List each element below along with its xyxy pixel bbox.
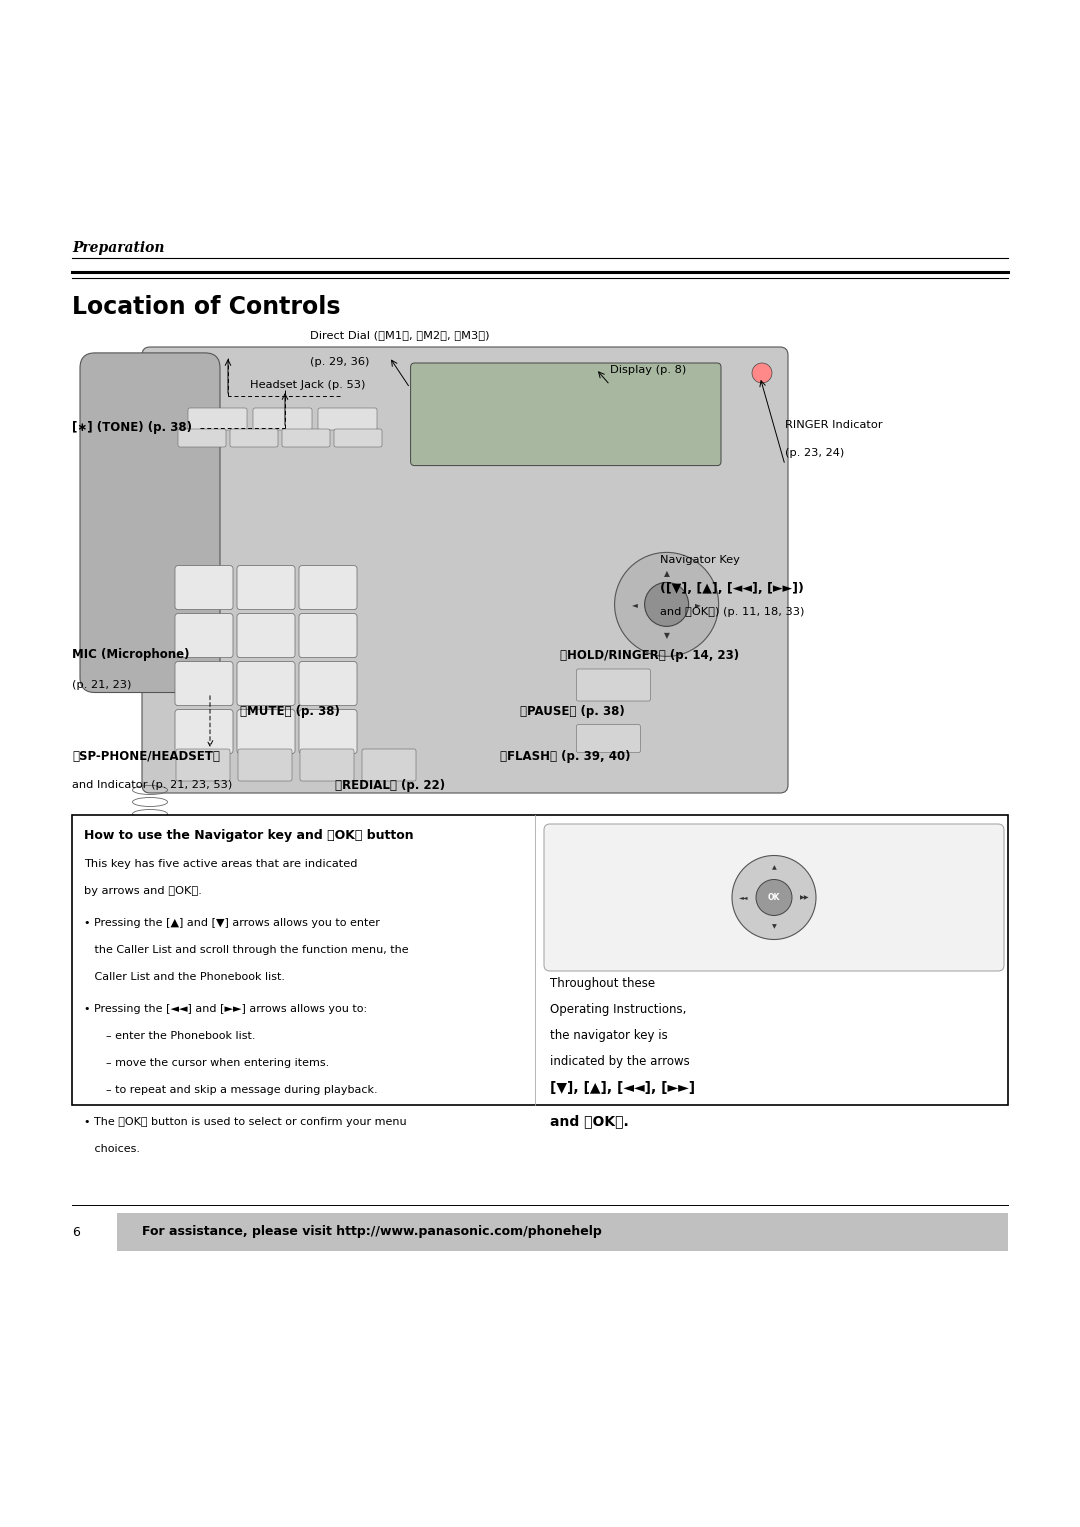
FancyBboxPatch shape (282, 429, 330, 447)
Text: [∗] (TONE) (p. 38): [∗] (TONE) (p. 38) (72, 421, 192, 435)
Text: 【MUTE】 (p. 38): 【MUTE】 (p. 38) (240, 705, 340, 719)
Text: Location of Controls: Location of Controls (72, 295, 340, 319)
Text: 【REDIAL】 (p. 22): 【REDIAL】 (p. 22) (335, 779, 445, 793)
Circle shape (752, 363, 772, 383)
Text: the navigator key is: the navigator key is (550, 1029, 667, 1041)
Text: (p. 23, 24): (p. 23, 24) (785, 447, 845, 458)
Text: and 【OK】.: and 【OK】. (550, 1115, 629, 1128)
Text: 【PAUSE】 (p. 38): 【PAUSE】 (p. 38) (519, 705, 624, 719)
Text: ([▼], [▲], [◄◄], [►►]): ([▼], [▲], [◄◄], [►►]) (660, 582, 804, 596)
Text: by arrows and 【OK】.: by arrows and 【OK】. (84, 886, 202, 896)
Text: ◄◄: ◄◄ (739, 895, 748, 899)
Text: ▼: ▼ (771, 924, 777, 930)
FancyBboxPatch shape (299, 710, 357, 754)
FancyBboxPatch shape (577, 725, 640, 753)
Text: (p. 21, 23): (p. 21, 23) (72, 680, 132, 690)
Text: Operating Instructions,: Operating Instructions, (550, 1003, 687, 1015)
Text: – enter the Phonebook list.: – enter the Phonebook list. (99, 1031, 256, 1041)
Text: Display (p. 8): Display (p. 8) (610, 365, 686, 376)
FancyBboxPatch shape (237, 565, 295, 609)
Text: ◄: ◄ (633, 600, 638, 609)
Text: 6: 6 (72, 1226, 80, 1238)
Text: 【HOLD/RINGER】 (p. 14, 23): 【HOLD/RINGER】 (p. 14, 23) (561, 649, 739, 661)
Text: Direct Dial (【M1】, 【M2】, 【M3】): Direct Dial (【M1】, 【M2】, 【M3】) (310, 330, 489, 341)
Text: Preparation: Preparation (72, 241, 164, 255)
Text: RINGER Indicator: RINGER Indicator (785, 420, 882, 431)
Text: and 【OK】) (p. 11, 18, 33): and 【OK】) (p. 11, 18, 33) (660, 608, 805, 617)
FancyBboxPatch shape (299, 565, 357, 609)
Text: ▲: ▲ (771, 866, 777, 870)
FancyBboxPatch shape (175, 710, 233, 754)
Text: OK: OK (768, 893, 780, 902)
FancyBboxPatch shape (237, 661, 295, 705)
Text: [▼], [▲], [◄◄], [►►]: [▼], [▲], [◄◄], [►►] (550, 1081, 696, 1095)
Text: How to use the Navigator key and 【OK】 button: How to use the Navigator key and 【OK】 bu… (84, 829, 414, 841)
FancyBboxPatch shape (318, 408, 377, 431)
FancyBboxPatch shape (410, 363, 721, 466)
Text: ▲: ▲ (664, 568, 670, 577)
FancyBboxPatch shape (178, 429, 226, 447)
FancyBboxPatch shape (175, 565, 233, 609)
FancyBboxPatch shape (577, 669, 650, 701)
Text: 【SP-PHONE/HEADSET】: 【SP-PHONE/HEADSET】 (72, 750, 220, 764)
Text: MIC (Microphone): MIC (Microphone) (72, 647, 189, 661)
Text: ►: ► (694, 600, 701, 609)
Bar (117, 1212, 1008, 1251)
FancyBboxPatch shape (299, 661, 357, 705)
Circle shape (756, 880, 792, 916)
FancyBboxPatch shape (299, 614, 357, 658)
Text: Caller List and the Phonebook list.: Caller List and the Phonebook list. (84, 973, 285, 982)
Text: ▼: ▼ (664, 631, 670, 640)
Circle shape (615, 553, 718, 657)
FancyBboxPatch shape (141, 347, 788, 793)
Text: and Indicator (p. 21, 23, 53): and Indicator (p. 21, 23, 53) (72, 780, 232, 789)
Text: indicated by the arrows: indicated by the arrows (550, 1055, 690, 1067)
Text: Headset Jack (p. 53): Headset Jack (p. 53) (249, 380, 365, 389)
Text: Throughout these: Throughout these (550, 977, 656, 989)
Text: • The 【OK】 button is used to select or confirm your menu: • The 【OK】 button is used to select or c… (84, 1116, 407, 1127)
FancyBboxPatch shape (175, 661, 233, 705)
Text: Navigator Key: Navigator Key (660, 554, 740, 565)
Text: choices.: choices. (84, 1144, 140, 1154)
Circle shape (732, 855, 816, 939)
Text: 【FLASH】 (p. 39, 40): 【FLASH】 (p. 39, 40) (500, 750, 631, 764)
FancyBboxPatch shape (300, 750, 354, 780)
Text: • Pressing the [▲] and [▼] arrows allows you to enter: • Pressing the [▲] and [▼] arrows allows… (84, 918, 380, 928)
Text: – to repeat and skip a message during playback.: – to repeat and skip a message during pl… (99, 1086, 378, 1095)
Text: (p. 29, 36): (p. 29, 36) (310, 357, 369, 366)
Bar (72, 815, 1008, 1106)
FancyBboxPatch shape (237, 710, 295, 754)
FancyBboxPatch shape (362, 750, 416, 780)
Circle shape (645, 582, 689, 626)
Text: • Pressing the [◄◄] and [►►] arrows allows you to:: • Pressing the [◄◄] and [►►] arrows allo… (84, 1003, 367, 1014)
Text: ▶▶: ▶▶ (799, 895, 809, 899)
FancyBboxPatch shape (237, 614, 295, 658)
Text: This key has five active areas that are indicated: This key has five active areas that are … (84, 860, 357, 869)
Text: the Caller List and scroll through the function menu, the: the Caller List and scroll through the f… (84, 945, 408, 954)
FancyBboxPatch shape (175, 614, 233, 658)
FancyBboxPatch shape (238, 750, 292, 780)
FancyBboxPatch shape (230, 429, 278, 447)
FancyBboxPatch shape (253, 408, 312, 431)
FancyBboxPatch shape (80, 353, 220, 693)
Text: – move the cursor when entering items.: – move the cursor when entering items. (99, 1058, 329, 1067)
FancyBboxPatch shape (334, 429, 382, 447)
Text: For assistance, please visit http://www.panasonic.com/phonehelp: For assistance, please visit http://www.… (141, 1226, 602, 1238)
FancyBboxPatch shape (544, 825, 1004, 971)
FancyBboxPatch shape (176, 750, 230, 780)
FancyBboxPatch shape (188, 408, 247, 431)
